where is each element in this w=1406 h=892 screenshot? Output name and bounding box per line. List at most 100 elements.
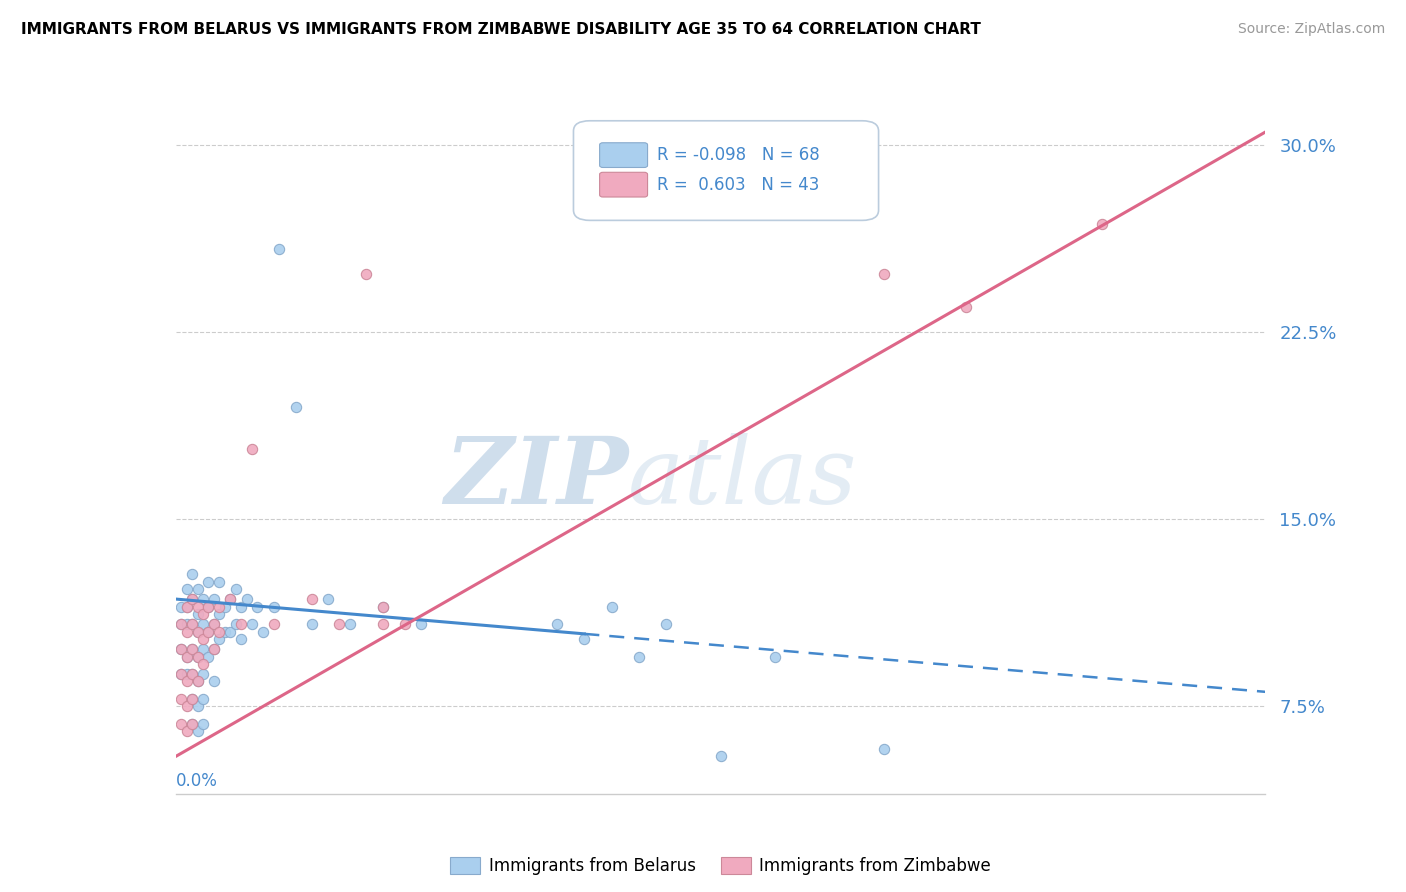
Text: R = -0.098   N = 68: R = -0.098 N = 68: [658, 146, 820, 164]
Point: [191, 717, 214, 731]
Point: [170, 692, 193, 706]
Point: [202, 642, 225, 657]
Point: [176, 624, 198, 639]
Point: [176, 699, 198, 714]
Point: [181, 667, 204, 681]
Point: [246, 599, 269, 614]
Point: [235, 592, 257, 607]
Point: [202, 617, 225, 632]
FancyBboxPatch shape: [599, 172, 648, 197]
Point: [176, 674, 198, 689]
Point: [191, 617, 214, 632]
Point: [181, 592, 204, 607]
Point: [328, 617, 350, 632]
Point: [208, 624, 231, 639]
Point: [284, 400, 307, 414]
Point: [176, 667, 198, 681]
Point: [181, 617, 204, 632]
Point: [873, 742, 896, 756]
Point: [240, 617, 263, 632]
Point: [170, 599, 193, 614]
Point: [546, 617, 568, 632]
Point: [225, 617, 247, 632]
Point: [186, 649, 209, 664]
FancyBboxPatch shape: [599, 143, 648, 168]
Text: ZIP: ZIP: [444, 433, 628, 523]
Point: [225, 582, 247, 596]
Point: [339, 617, 361, 632]
Point: [409, 617, 432, 632]
Point: [301, 592, 323, 607]
Point: [191, 667, 214, 681]
Point: [186, 674, 209, 689]
Point: [186, 724, 209, 739]
Point: [197, 624, 219, 639]
Point: [170, 642, 193, 657]
Text: IMMIGRANTS FROM BELARUS VS IMMIGRANTS FROM ZIMBABWE DISABILITY AGE 35 TO 64 CORR: IMMIGRANTS FROM BELARUS VS IMMIGRANTS FR…: [21, 22, 981, 37]
Point: [219, 592, 242, 607]
Point: [170, 617, 193, 632]
Point: [191, 692, 214, 706]
Point: [356, 268, 378, 282]
Point: [208, 599, 231, 614]
Point: [371, 599, 394, 614]
Point: [574, 632, 596, 646]
Point: [263, 599, 285, 614]
Point: [191, 607, 214, 621]
Point: [186, 624, 209, 639]
Point: [208, 574, 231, 589]
Point: [231, 599, 253, 614]
Point: [627, 649, 650, 664]
Point: [197, 599, 219, 614]
Point: [191, 632, 214, 646]
Point: [191, 657, 214, 671]
Point: [186, 624, 209, 639]
Point: [186, 582, 209, 596]
Point: [170, 717, 193, 731]
Point: [371, 599, 394, 614]
Point: [181, 592, 204, 607]
Point: [240, 442, 263, 457]
Point: [197, 599, 219, 614]
Point: [186, 674, 209, 689]
Point: [176, 582, 198, 596]
Point: [170, 667, 193, 681]
Point: [371, 617, 394, 632]
Text: atlas: atlas: [628, 433, 858, 523]
Point: [955, 300, 977, 314]
Point: [301, 617, 323, 632]
Point: [181, 692, 204, 706]
Point: [197, 624, 219, 639]
Point: [318, 592, 340, 607]
Point: [600, 599, 623, 614]
Point: [176, 599, 198, 614]
Point: [202, 592, 225, 607]
Point: [181, 667, 204, 681]
Point: [394, 617, 416, 632]
Point: [181, 567, 204, 582]
Point: [170, 642, 193, 657]
Text: R =  0.603   N = 43: R = 0.603 N = 43: [658, 176, 820, 194]
Point: [186, 649, 209, 664]
Point: [873, 268, 896, 282]
Legend: Immigrants from Belarus, Immigrants from Zimbabwe: Immigrants from Belarus, Immigrants from…: [444, 850, 997, 882]
Point: [263, 617, 285, 632]
Point: [252, 624, 274, 639]
Point: [176, 617, 198, 632]
Point: [181, 617, 204, 632]
Point: [214, 624, 236, 639]
Point: [710, 749, 733, 764]
Point: [186, 699, 209, 714]
Point: [181, 717, 204, 731]
Point: [202, 617, 225, 632]
Point: [176, 649, 198, 664]
Point: [181, 642, 204, 657]
Point: [191, 592, 214, 607]
Point: [1091, 218, 1114, 232]
Text: Source: ZipAtlas.com: Source: ZipAtlas.com: [1237, 22, 1385, 37]
Point: [214, 599, 236, 614]
Point: [181, 717, 204, 731]
Point: [170, 617, 193, 632]
Point: [763, 649, 786, 664]
Point: [197, 574, 219, 589]
